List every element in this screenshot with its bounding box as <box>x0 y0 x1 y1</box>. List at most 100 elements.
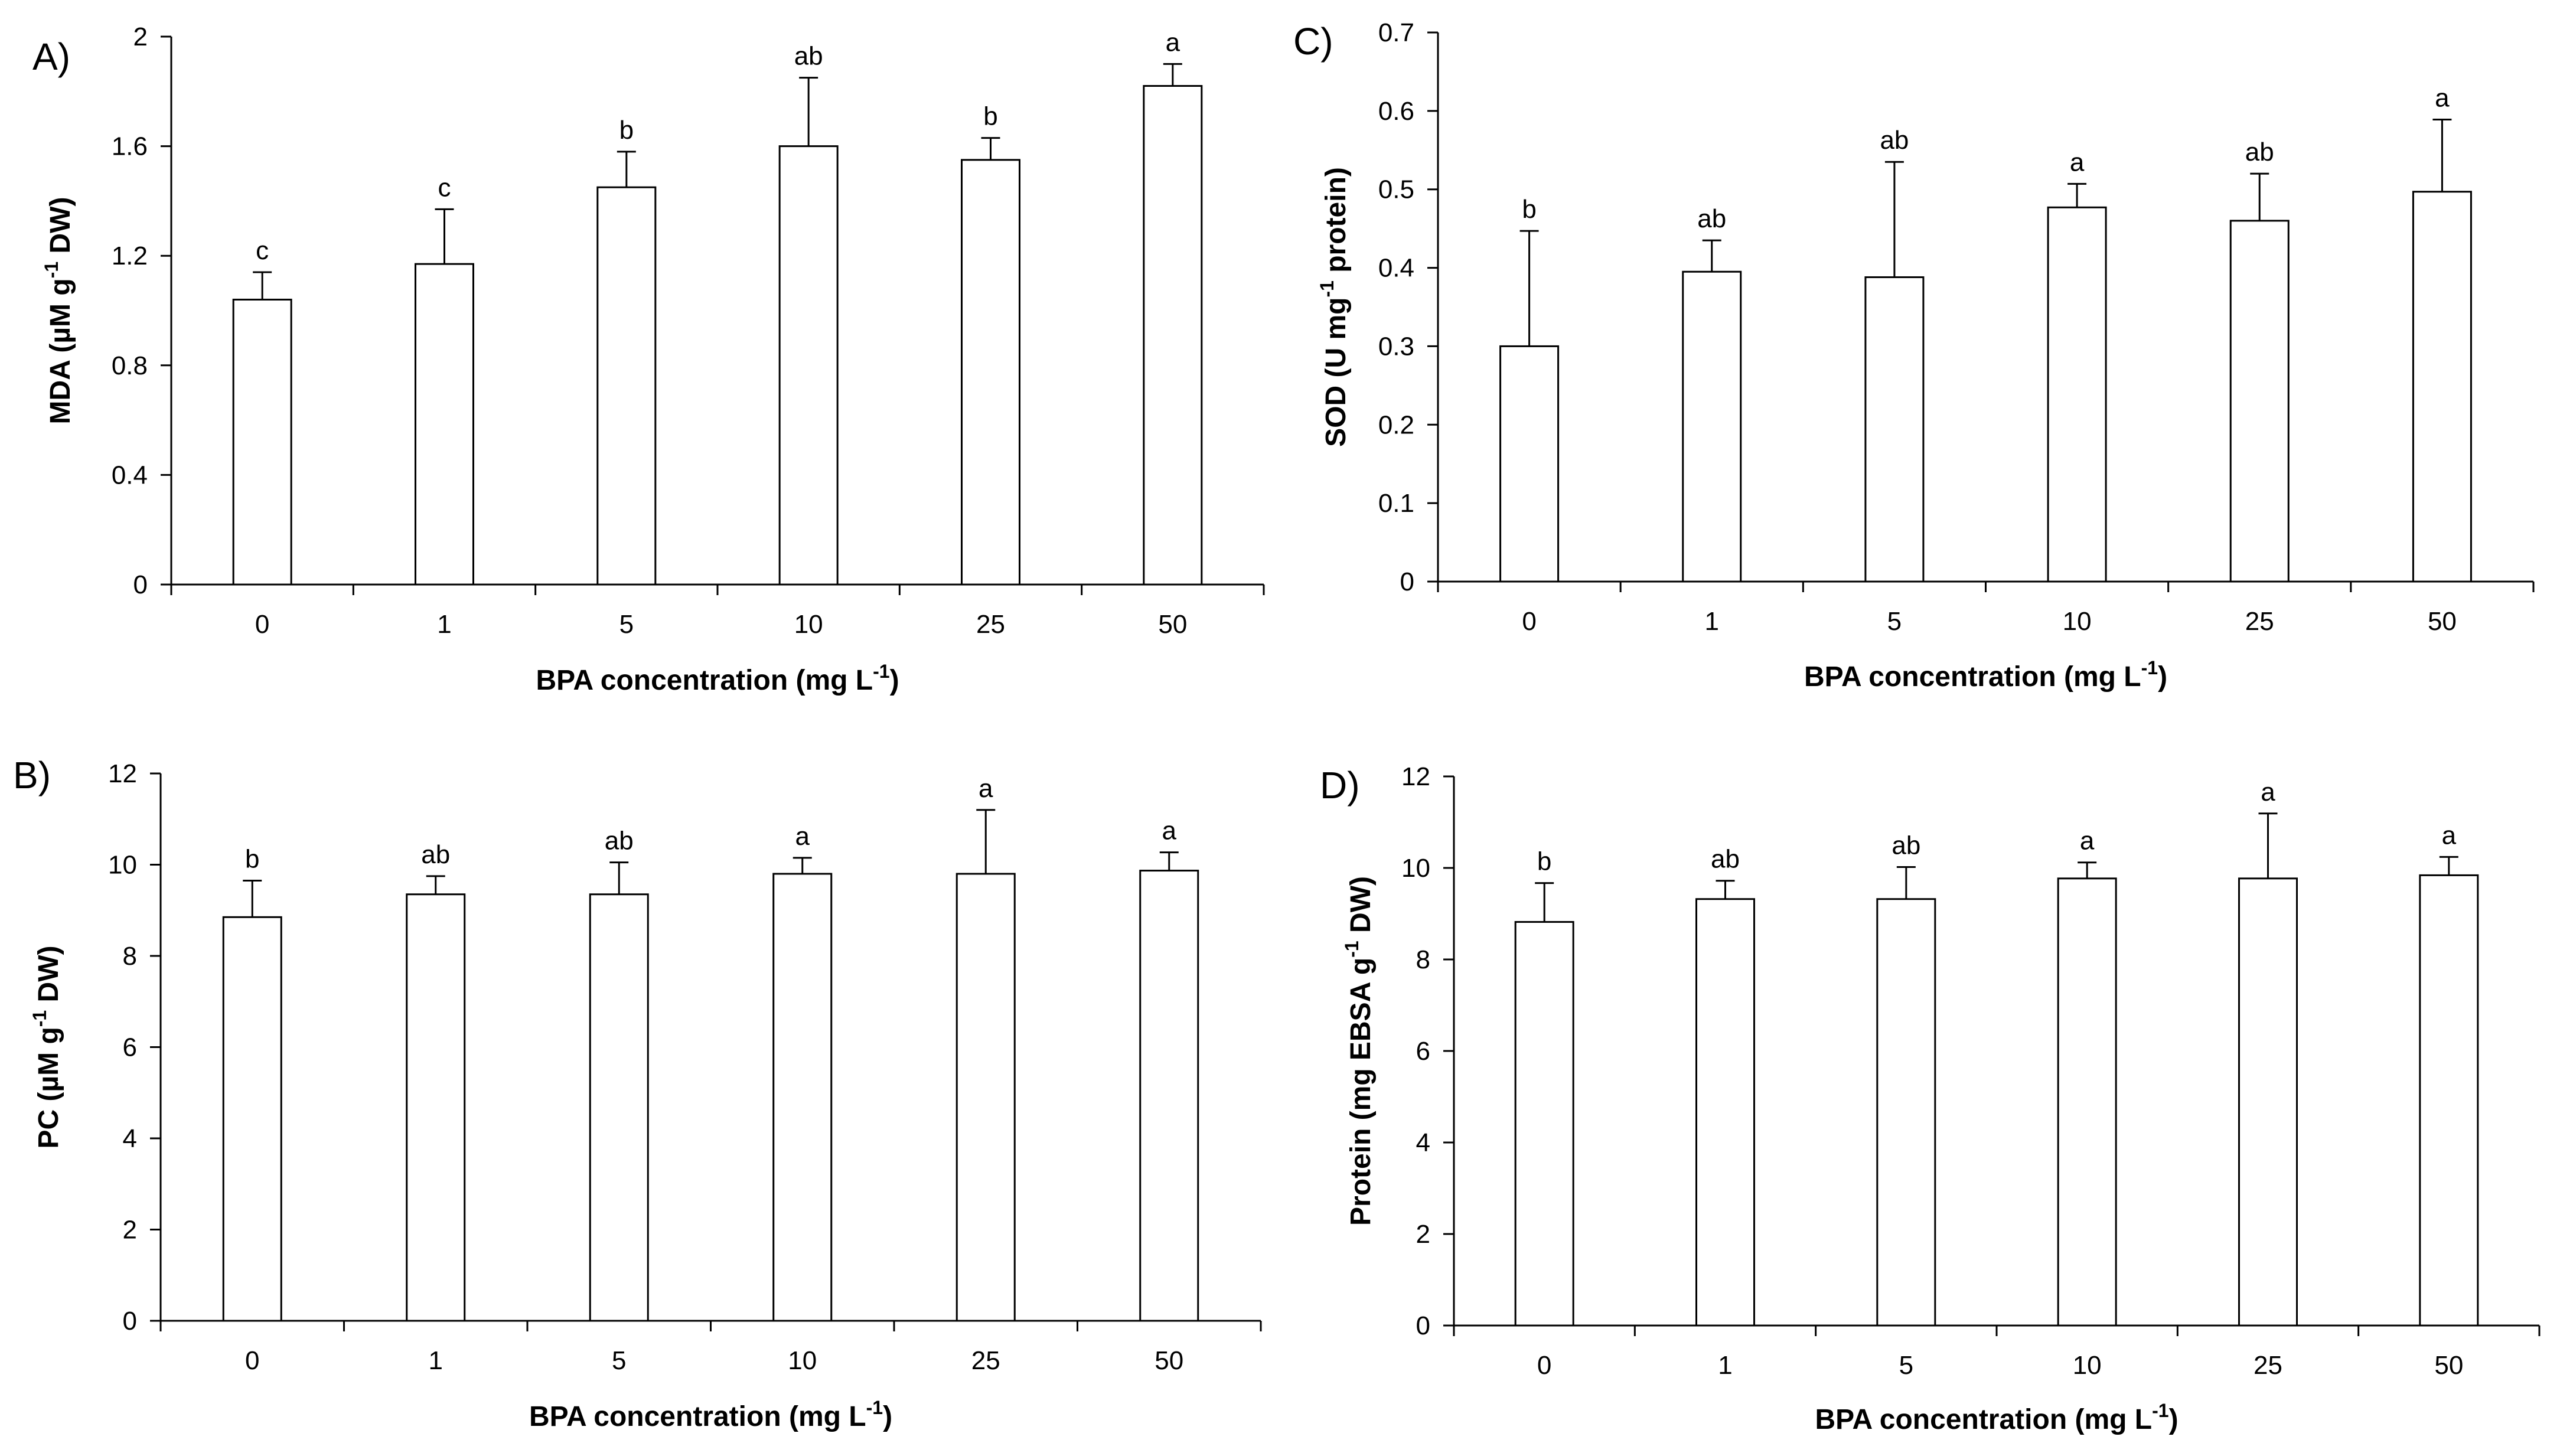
y-tick-label: 0.5 <box>1378 175 1414 204</box>
x-tick-label: 0 <box>1522 607 1536 636</box>
x-tick-label: 25 <box>2245 607 2274 636</box>
y-tick-label: 8 <box>1416 945 1430 974</box>
panel-label: D) <box>1320 764 1360 807</box>
x-tick-label: 10 <box>2063 607 2092 636</box>
significance-letter: c <box>438 173 451 202</box>
significance-letter: b <box>1522 195 1536 224</box>
y-tick-label: 2 <box>123 1216 137 1245</box>
significance-letter: ab <box>421 840 450 869</box>
x-tick-label: 0 <box>255 610 269 639</box>
bar <box>1499 345 1560 583</box>
panel-label: C) <box>1293 20 1333 63</box>
bar <box>406 893 466 1322</box>
chart-panel: B) 0 2 4 6 8 10 12 b 0 ab 1 ab 5 a 10 a 25 a 50 BPA concentr… <box>13 754 1262 1432</box>
y-tick-label: 2 <box>133 22 148 51</box>
bar <box>2057 877 2117 1327</box>
bar <box>2412 191 2472 583</box>
x-tick-label: 5 <box>612 1346 626 1375</box>
y-tick-label: 1.6 <box>112 132 148 161</box>
x-axis-title: BPA concentration (mg L-1) <box>1804 657 2167 693</box>
x-tick-label: 1 <box>1705 607 1719 636</box>
chart-panel: A) 0 0.4 0.8 1.2 1.6 2 c 0 c 1 b 5 ab 10 b 25 a 50 BPA conc… <box>32 22 1265 696</box>
bar <box>232 298 292 586</box>
significance-letter: a <box>1166 28 1180 57</box>
x-tick-label: 10 <box>794 610 823 639</box>
y-tick-label: 0.6 <box>1378 97 1414 126</box>
x-tick-label: 50 <box>2434 1351 2463 1380</box>
x-tick-label: 0 <box>245 1346 259 1375</box>
y-tick-label: 10 <box>1401 854 1430 883</box>
bar <box>415 263 474 586</box>
x-axis-title: BPA concentration (mg L-1) <box>536 661 899 696</box>
significance-letter: a <box>795 822 810 851</box>
y-tick-label: 0.8 <box>112 351 148 380</box>
y-tick-label: 10 <box>108 851 137 880</box>
significance-letter: a <box>1162 817 1177 845</box>
y-tick-label: 4 <box>123 1124 137 1153</box>
bar <box>2047 206 2107 583</box>
y-tick-label: 12 <box>108 759 137 788</box>
bar <box>1876 898 1936 1327</box>
y-axis-title: MDA (µM g-1 DW) <box>41 197 76 425</box>
bar <box>1139 870 1199 1322</box>
bar <box>1143 85 1203 586</box>
bar <box>955 873 1016 1322</box>
bar <box>2229 220 2290 583</box>
x-tick-label: 50 <box>1158 610 1187 639</box>
x-tick-label: 25 <box>2254 1351 2282 1380</box>
chart-panel: C) 0 0.1 0.2 0.3 0.4 0.5 0.6 0.7 b 0 ab 1 ab 5 a 10 ab 25 a… <box>1293 18 2535 693</box>
bar <box>596 186 657 586</box>
y-axis-title: SOD (U mg-1 protein) <box>1316 167 1352 447</box>
significance-letter: b <box>619 116 634 145</box>
x-tick-label: 10 <box>788 1346 817 1375</box>
bar <box>1514 920 1574 1327</box>
panel-label: A) <box>32 35 70 78</box>
x-tick-label: 50 <box>2428 607 2457 636</box>
y-tick-label: 0.7 <box>1378 18 1414 47</box>
significance-letter: ab <box>1892 831 1920 860</box>
y-tick-label: 6 <box>123 1033 137 1062</box>
significance-letter: ab <box>605 827 634 856</box>
y-tick-label: 1.2 <box>112 241 148 270</box>
significance-letter: b <box>983 102 997 131</box>
x-axis-title: BPA concentration (mg L-1) <box>529 1397 892 1432</box>
x-tick-label: 5 <box>1899 1351 1913 1380</box>
x-tick-label: 25 <box>971 1346 1000 1375</box>
bar <box>778 145 839 586</box>
bar <box>1695 898 1755 1327</box>
y-tick-label: 12 <box>1401 762 1430 791</box>
bar <box>589 893 649 1322</box>
y-tick-label: 0 <box>1400 567 1414 596</box>
y-axis-title: PC (µM g-1 DW) <box>29 945 64 1148</box>
y-tick-label: 0.2 <box>1378 410 1414 439</box>
significance-letter: a <box>2070 148 2085 177</box>
bar <box>222 916 282 1322</box>
bar <box>961 159 1020 586</box>
bar <box>2238 877 2298 1327</box>
y-tick-label: 2 <box>1416 1220 1430 1249</box>
bar <box>772 873 833 1322</box>
y-axis-title: Protein (mg EBSA g-1 DW) <box>1341 876 1377 1226</box>
significance-letter: ab <box>1880 126 1909 155</box>
y-tick-label: 0 <box>133 570 148 599</box>
chart-panel: D) 0 2 4 6 8 10 12 b 0 ab 1 ab 5 a 10 a 25 a 50 BPA concentr… <box>1320 762 2541 1435</box>
significance-letter: a <box>979 774 993 803</box>
y-tick-label: 4 <box>1416 1128 1430 1157</box>
significance-letter: a <box>2080 827 2095 856</box>
significance-letter: b <box>245 845 259 874</box>
y-tick-label: 0 <box>1416 1311 1430 1340</box>
x-axis-title: BPA concentration (mg L-1) <box>1815 1400 2178 1435</box>
x-tick-label: 0 <box>1537 1351 1551 1380</box>
significance-letter: ab <box>2245 138 2274 167</box>
y-tick-label: 0.4 <box>1378 254 1414 283</box>
bar <box>1682 270 1742 583</box>
significance-letter: b <box>1537 847 1551 876</box>
x-tick-label: 5 <box>619 610 634 639</box>
x-tick-label: 10 <box>2073 1351 2102 1380</box>
significance-letter: ab <box>1697 204 1726 233</box>
bar <box>1864 276 1925 583</box>
x-tick-label: 5 <box>1887 607 1902 636</box>
x-tick-label: 1 <box>1718 1351 1732 1380</box>
x-tick-label: 50 <box>1155 1346 1183 1375</box>
